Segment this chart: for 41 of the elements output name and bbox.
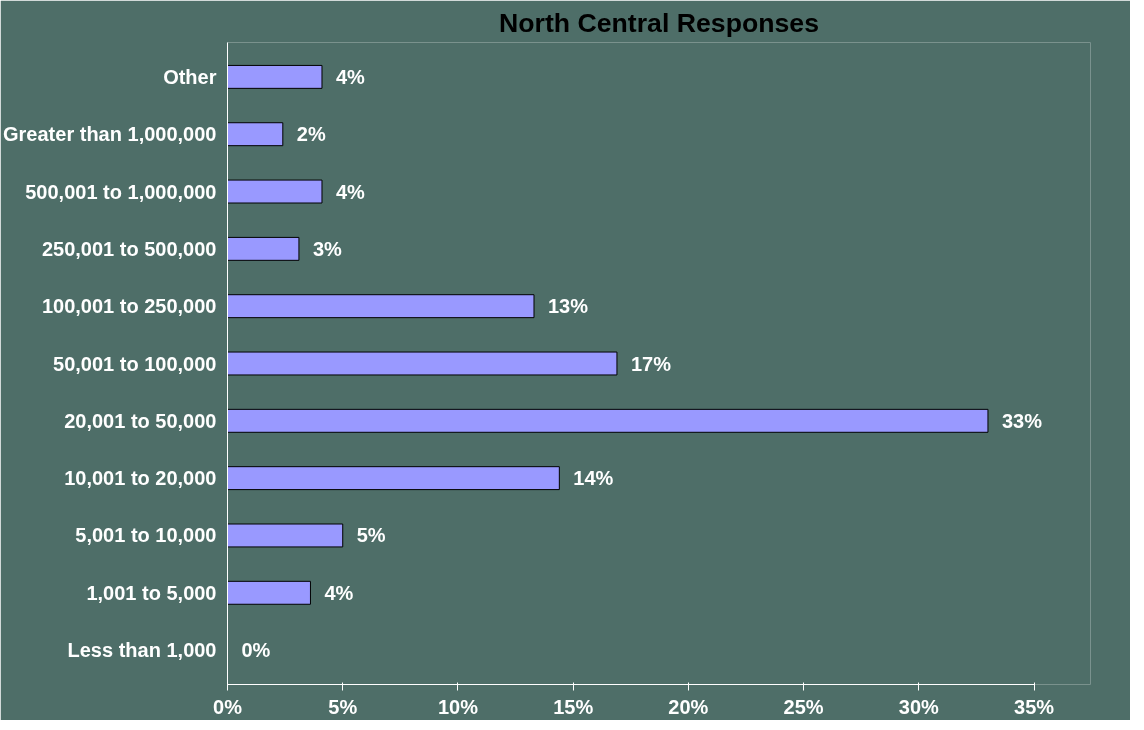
x-tick-label: 0% [213,695,243,718]
data-label: 2% [296,123,326,146]
x-tick-label: 5% [328,695,358,718]
bar [227,408,989,433]
x-tick-label: 15% [553,695,594,718]
data-label: 13% [547,295,589,318]
y-tick-label: 20,001 to 50,000 [64,409,217,432]
y-tick-label: Other [163,65,217,88]
y-tick-label: 10,001 to 20,000 [64,467,217,490]
bar [227,179,323,204]
bar [227,523,344,548]
data-label: 3% [312,237,343,260]
y-tick-label: 250,001 to 500,000 [41,237,217,260]
y-tick-label: 500,001 to 1,000,000 [25,180,217,203]
bar [227,236,300,261]
data-label: 0% [241,639,271,662]
y-tick-label: 100,001 to 250,000 [41,295,217,318]
y-tick-label: Less than 1,000 [67,639,217,662]
data-label: 33% [1001,409,1043,432]
bar [227,466,560,491]
x-tick-label: 30% [898,695,940,718]
data-label: 17% [630,352,672,375]
bar [227,580,311,605]
data-label: 4% [335,180,366,203]
y-tick-label: Greater than 1,000,000 [3,123,217,146]
data-label: 4% [335,65,366,88]
bar [227,64,323,89]
data-label: 14% [573,467,614,490]
data-label: 5% [356,524,386,547]
bar [227,122,284,147]
y-tick-label: 5,001 to 10,000 [75,524,217,547]
bar [227,294,535,319]
x-tick-label: 25% [783,695,824,718]
x-tick-label: 20% [668,695,709,718]
data-label: 4% [324,581,354,604]
y-tick-label: 1,001 to 5,000 [86,581,217,604]
x-tick-label: 10% [437,695,479,718]
chart-title: North Central Responses [499,7,819,38]
x-tick-label: 35% [1014,695,1055,718]
bar [227,351,618,376]
y-tick-label: 50,001 to 100,000 [53,352,217,375]
